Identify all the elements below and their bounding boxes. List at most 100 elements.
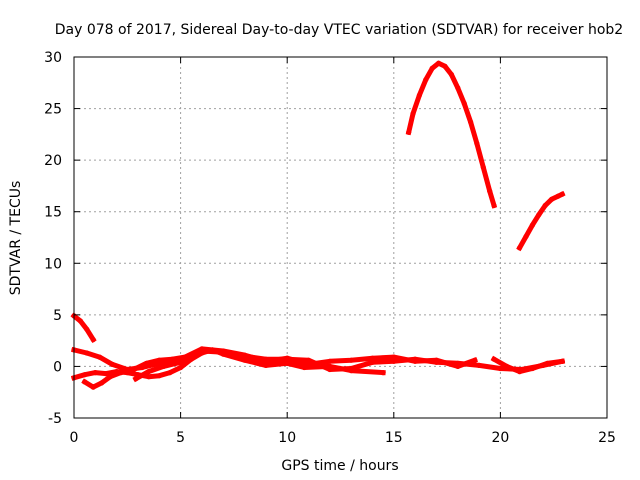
data-point <box>146 374 152 380</box>
data-point <box>242 357 248 363</box>
data-point <box>523 233 529 240</box>
data-point <box>455 85 461 91</box>
series-arc-low-b <box>70 347 386 381</box>
data-point <box>412 358 418 364</box>
data-point <box>99 380 105 386</box>
data-point <box>107 374 113 380</box>
data-point <box>559 358 565 364</box>
data-point <box>327 363 333 369</box>
data-point <box>160 363 167 369</box>
data-point <box>263 358 269 364</box>
data-point <box>529 365 536 372</box>
data-point <box>497 365 503 372</box>
plot-frame <box>73 56 608 419</box>
data-point <box>82 379 88 385</box>
data-point <box>348 368 354 374</box>
x-axis-label: GPS time / hours <box>281 458 398 474</box>
data-point <box>284 355 290 361</box>
data-point <box>517 369 523 375</box>
data-point <box>476 362 482 368</box>
y-tick-label: 20 <box>44 153 62 169</box>
data-point <box>97 354 103 360</box>
data-point <box>423 77 429 83</box>
data-point <box>301 364 307 371</box>
data-point <box>84 350 90 356</box>
data-point <box>84 326 90 332</box>
data-point <box>131 366 137 373</box>
y-tick-label: 10 <box>44 256 62 272</box>
data-point <box>90 384 96 390</box>
data-point <box>429 65 435 71</box>
series-arc-low-d <box>132 359 184 383</box>
data-point <box>242 352 248 358</box>
data-point <box>199 346 205 352</box>
chart-title: Day 078 of 2017, Sidereal Day-to-day VTE… <box>55 22 623 38</box>
data-point <box>448 71 454 78</box>
data-point <box>133 376 139 382</box>
data-point <box>468 119 474 125</box>
x-tick-label: 25 <box>598 430 616 446</box>
data-point <box>178 359 184 365</box>
data-point <box>480 164 486 170</box>
data-point <box>380 370 386 376</box>
data-point <box>433 357 439 363</box>
data-point <box>143 360 150 366</box>
data-point <box>156 373 162 379</box>
x-tick-label: 10 <box>278 430 296 446</box>
data-point <box>77 318 83 324</box>
y-tick-label: 5 <box>53 308 62 324</box>
data-point <box>455 363 461 369</box>
data-point <box>542 202 548 209</box>
data-point <box>544 360 550 366</box>
data-point <box>103 371 109 377</box>
data-point <box>169 356 175 362</box>
data-point <box>536 212 542 218</box>
data-point <box>442 63 448 69</box>
data-point <box>529 222 536 228</box>
data-point <box>92 370 98 376</box>
data-series-group <box>70 60 566 390</box>
series-arc-early-descending <box>70 312 97 344</box>
data-point <box>517 245 523 251</box>
data-point <box>167 370 173 376</box>
data-point <box>487 188 493 194</box>
y-tick-label: 15 <box>44 205 62 221</box>
series-arc-late-rising <box>516 190 566 252</box>
data-point <box>188 356 194 362</box>
y-axis-ticks: -5 0 5 10 15 20 25 30 <box>44 50 607 427</box>
data-point <box>410 111 416 117</box>
data-point <box>263 362 269 368</box>
x-tick-label: 20 <box>491 430 509 446</box>
data-point <box>474 141 480 147</box>
data-point <box>391 358 397 364</box>
data-point <box>436 60 442 66</box>
x-tick-label: 15 <box>385 430 403 446</box>
data-point <box>391 354 397 360</box>
y-tick-label: 25 <box>44 102 62 118</box>
data-point <box>348 357 354 363</box>
data-point <box>327 358 333 364</box>
data-point <box>178 364 184 371</box>
x-tick-label: 0 <box>70 430 79 446</box>
x-axis-ticks: 0 5 10 15 20 25 <box>70 57 616 446</box>
data-point <box>472 357 478 363</box>
data-point <box>146 369 152 375</box>
data-point <box>284 360 290 366</box>
y-tick-label: -5 <box>48 411 62 427</box>
data-point <box>82 372 88 378</box>
data-point <box>109 361 115 367</box>
data-point <box>220 348 226 354</box>
data-point <box>555 193 561 199</box>
data-point <box>549 196 555 202</box>
data-point <box>559 191 565 197</box>
series-arc-high-peak <box>405 60 498 209</box>
y-axis-label: SDTVAR / TECUs <box>8 181 24 296</box>
x-tick-label: 5 <box>176 430 185 446</box>
data-point <box>491 202 497 209</box>
data-point <box>461 100 467 106</box>
data-point <box>504 363 510 369</box>
data-point <box>182 354 188 360</box>
y-tick-label: 0 <box>53 359 62 375</box>
data-point <box>118 370 124 376</box>
